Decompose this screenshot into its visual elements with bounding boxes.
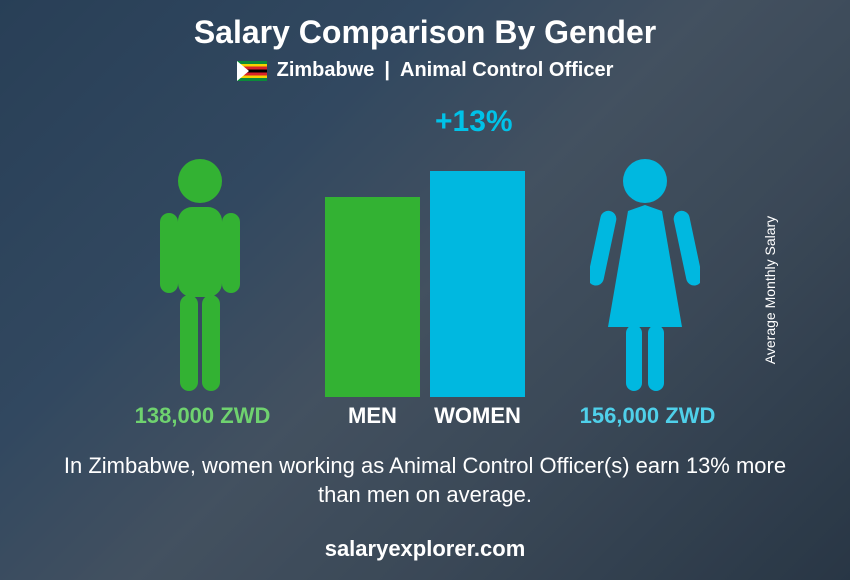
subtitle-row: Zimbabwe | Animal Control Officer bbox=[0, 59, 850, 82]
page-title: Salary Comparison By Gender bbox=[0, 14, 850, 51]
bar-label-men: MEN bbox=[325, 403, 420, 429]
female-person-icon bbox=[590, 157, 700, 397]
separator: | bbox=[384, 59, 390, 82]
country-label: Zimbabwe bbox=[277, 59, 375, 82]
salary-women-label: 156,000 ZWD bbox=[535, 403, 760, 429]
chart-area: MEN WOMEN 138,000 ZWD 156,000 ZWD bbox=[0, 135, 850, 435]
footer-credit: salaryexplorer.com bbox=[0, 536, 850, 562]
salary-men-label: 138,000 ZWD bbox=[90, 403, 315, 429]
bar-men bbox=[325, 197, 420, 397]
male-person-icon bbox=[150, 157, 250, 397]
percent-difference-label: +13% bbox=[435, 105, 513, 139]
zimbabwe-flag-icon bbox=[237, 61, 267, 81]
bar-label-women: WOMEN bbox=[430, 403, 525, 429]
content-layer: Salary Comparison By Gender Zimbabwe | A… bbox=[0, 0, 850, 580]
bar-women bbox=[430, 171, 525, 397]
summary-text: In Zimbabwe, women working as Animal Con… bbox=[60, 451, 790, 510]
job-label: Animal Control Officer bbox=[400, 59, 613, 82]
y-axis-label: Average Monthly Salary bbox=[762, 216, 778, 364]
